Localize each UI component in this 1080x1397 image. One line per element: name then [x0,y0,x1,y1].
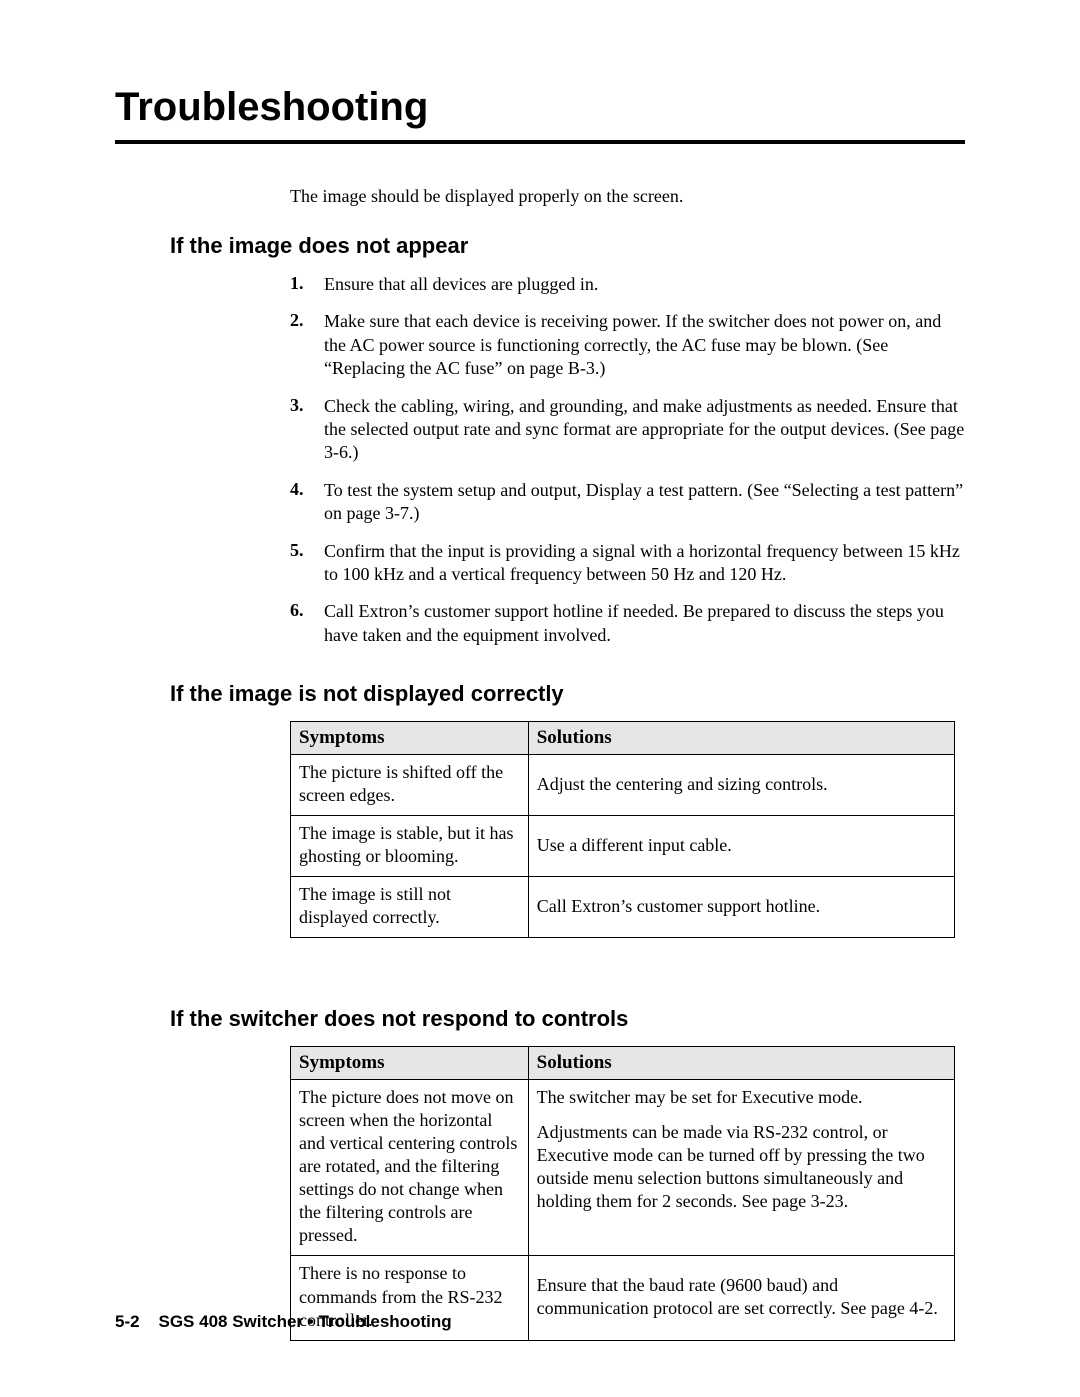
cell-symptom: The picture is shifted off the screen ed… [291,755,529,816]
solution-paragraph: The switcher may be set for Executive mo… [537,1086,946,1109]
step-item: 3.Check the cabling, wiring, and groundi… [290,395,965,465]
step-number: 4. [290,479,324,526]
step-text: Ensure that all devices are plugged in. [324,273,965,296]
title-rule [115,140,965,144]
symptoms-table-1: Symptoms Solutions The picture is shifte… [290,721,955,938]
section-heading-2: If the image is not displayed correctly [170,681,965,707]
page: Troubleshooting The image should be disp… [0,0,1080,1397]
step-text: Make sure that each device is receiving … [324,310,965,380]
step-text: To test the system setup and output, Dis… [324,479,965,526]
step-text: Call Extron’s customer support hotline i… [324,600,965,647]
step-number: 5. [290,540,324,587]
col-header-symptoms: Symptoms [291,1047,529,1080]
cell-solution: Use a different input cable. [528,816,954,877]
step-text: Check the cabling, wiring, and grounding… [324,395,965,465]
page-number: 5-2 [115,1312,140,1331]
cell-solution: Adjust the centering and sizing controls… [528,755,954,816]
table-row: The image is still not displayed correct… [291,877,955,938]
step-item: 1.Ensure that all devices are plugged in… [290,273,965,296]
page-title: Troubleshooting [115,85,965,130]
footer-title: SGS 408 Switcher • Troubleshooting [158,1312,451,1331]
table-row: The picture does not move on screen when… [291,1080,955,1256]
table-row: The image is stable, but it has ghosting… [291,816,955,877]
solution-paragraph: Adjustments can be made via RS-232 contr… [537,1121,946,1213]
col-header-symptoms: Symptoms [291,722,529,755]
col-header-solutions: Solutions [528,722,954,755]
step-item: 4.To test the system setup and output, D… [290,479,965,526]
steps-list: 1.Ensure that all devices are plugged in… [290,273,965,647]
cell-symptom: The image is still not displayed correct… [291,877,529,938]
col-header-solutions: Solutions [528,1047,954,1080]
cell-solution: Ensure that the baud rate (9600 baud) an… [528,1256,954,1340]
table-row: The picture is shifted off the screen ed… [291,755,955,816]
step-number: 2. [290,310,324,380]
step-item: 5.Confirm that the input is providing a … [290,540,965,587]
step-number: 6. [290,600,324,647]
cell-solution: The switcher may be set for Executive mo… [528,1080,954,1256]
intro-text: The image should be displayed properly o… [290,186,965,207]
cell-solution: Call Extron’s customer support hotline. [528,877,954,938]
spacer [115,982,965,1006]
symptoms-table-2: Symptoms Solutions The picture does not … [290,1046,955,1340]
step-item: 2.Make sure that each device is receivin… [290,310,965,380]
section-heading-1: If the image does not appear [170,233,965,259]
cell-symptom: The picture does not move on screen when… [291,1080,529,1256]
section-heading-3: If the switcher does not respond to cont… [170,1006,965,1032]
step-item: 6.Call Extron’s customer support hotline… [290,600,965,647]
step-number: 1. [290,273,324,296]
page-footer: 5-2 SGS 408 Switcher • Troubleshooting [115,1312,452,1332]
step-text: Confirm that the input is providing a si… [324,540,965,587]
cell-symptom: The image is stable, but it has ghosting… [291,816,529,877]
step-number: 3. [290,395,324,465]
